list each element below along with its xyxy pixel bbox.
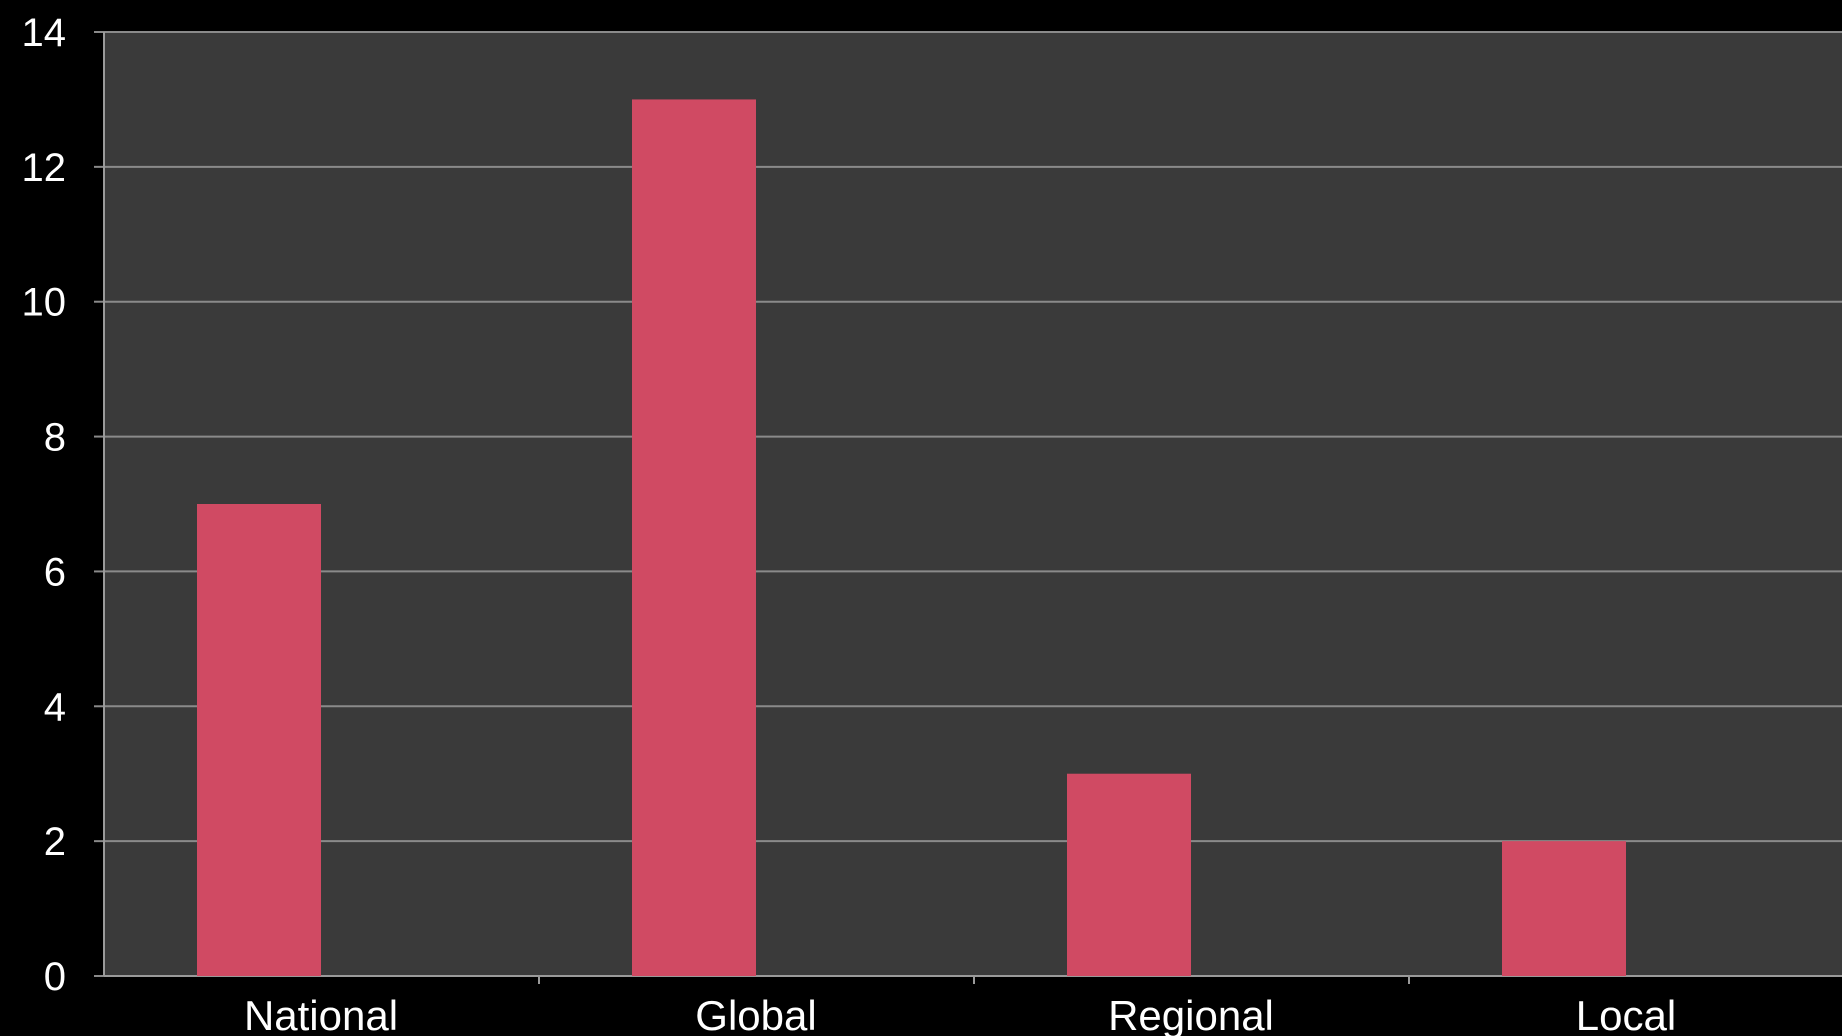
y-tick-label-10: 10	[22, 281, 67, 325]
x-tick-label-regional: Regional	[1108, 992, 1274, 1036]
y-tick-label-4: 4	[44, 685, 66, 729]
y-axis-tick-labels: 0 2 4 6 8 10 12 14	[22, 11, 67, 999]
y-tick-label-14: 14	[22, 11, 67, 55]
bar-regional	[1067, 773, 1191, 976]
x-tick-label-global: Global	[695, 992, 816, 1036]
x-tick-label-national: National	[244, 992, 398, 1036]
y-tick-label-0: 0	[44, 955, 66, 999]
y-tick-label-8: 8	[44, 416, 66, 460]
x-tick-label-local: Local	[1576, 992, 1676, 1036]
grid-lines	[94, 31, 1842, 977]
bar-local	[1502, 841, 1626, 976]
bar-global	[632, 99, 756, 976]
plot-background	[104, 32, 1842, 976]
y-tick-label-2: 2	[44, 820, 66, 864]
bar-national	[197, 504, 321, 976]
bars	[197, 99, 1626, 976]
y-tick-label-12: 12	[22, 146, 67, 190]
x-axis-tick-labels: National Global Regional Local	[244, 976, 1676, 1036]
y-tick-label-6: 6	[44, 550, 66, 594]
